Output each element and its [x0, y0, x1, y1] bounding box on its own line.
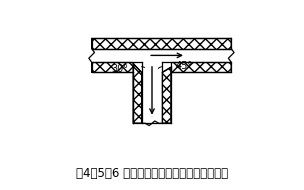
- Polygon shape: [133, 63, 142, 123]
- Text: 30°: 30°: [112, 64, 128, 74]
- Bar: [92, 38, 231, 49]
- Text: 图4．5．6 主风管上直接开口连接支风管方式: 图4．5．6 主风管上直接开口连接支风管方式: [76, 167, 228, 180]
- Bar: [92, 62, 133, 72]
- Polygon shape: [162, 67, 171, 123]
- Bar: [171, 62, 231, 72]
- Text: 45°: 45°: [175, 61, 193, 71]
